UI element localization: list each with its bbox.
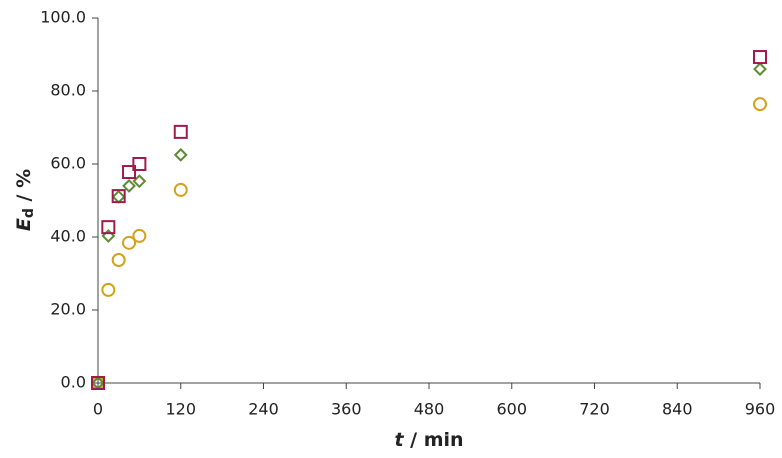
circle-marker xyxy=(132,228,147,243)
y-axis-subscript: d xyxy=(21,208,37,218)
y-tick-label: 80.0 xyxy=(50,81,86,100)
x-tick-label: 720 xyxy=(579,400,610,419)
diamond-marker xyxy=(101,228,116,243)
circle-marker xyxy=(101,282,116,297)
y-tick-label: 20.0 xyxy=(50,300,86,319)
diamond-marker xyxy=(122,178,136,193)
y-tick-label: 100.0 xyxy=(40,8,86,27)
x-tick-label: 840 xyxy=(662,400,693,419)
y-axis-title: Ed / % xyxy=(13,169,38,231)
x-tick-label: 120 xyxy=(165,400,196,419)
circle-marker xyxy=(173,182,188,197)
x-tick-label: 240 xyxy=(248,400,279,419)
x-tick-label: 960 xyxy=(745,400,776,419)
x-tick-label: 0 xyxy=(93,400,103,419)
x-axis-unit: / min xyxy=(404,429,464,451)
square-marker xyxy=(173,124,188,139)
y-tick-label: 60.0 xyxy=(50,154,86,173)
square-marker xyxy=(101,220,116,235)
circle-marker xyxy=(122,235,137,250)
diamond-marker xyxy=(132,174,147,189)
square-marker xyxy=(753,50,767,65)
y-axis-unit: / % xyxy=(13,169,35,208)
x-axis-title: t / min xyxy=(394,429,463,451)
x-axis-symbol: t xyxy=(394,429,404,451)
y-tick-label: 0.0 xyxy=(61,373,86,392)
diamond-marker xyxy=(111,189,126,204)
diamond-marker xyxy=(753,62,767,77)
square-marker xyxy=(122,165,137,180)
y-tick-label: 40.0 xyxy=(50,227,86,246)
x-tick-label: 360 xyxy=(331,400,362,419)
square-marker xyxy=(111,189,126,204)
x-tick-label: 600 xyxy=(496,400,527,419)
y-axis-symbol: E xyxy=(13,218,35,231)
diamond-marker xyxy=(173,147,188,162)
circle-marker xyxy=(753,97,767,112)
circle-marker xyxy=(111,252,126,267)
square-marker xyxy=(132,157,147,171)
square-marker xyxy=(91,376,105,390)
x-tick-label: 480 xyxy=(414,400,445,419)
